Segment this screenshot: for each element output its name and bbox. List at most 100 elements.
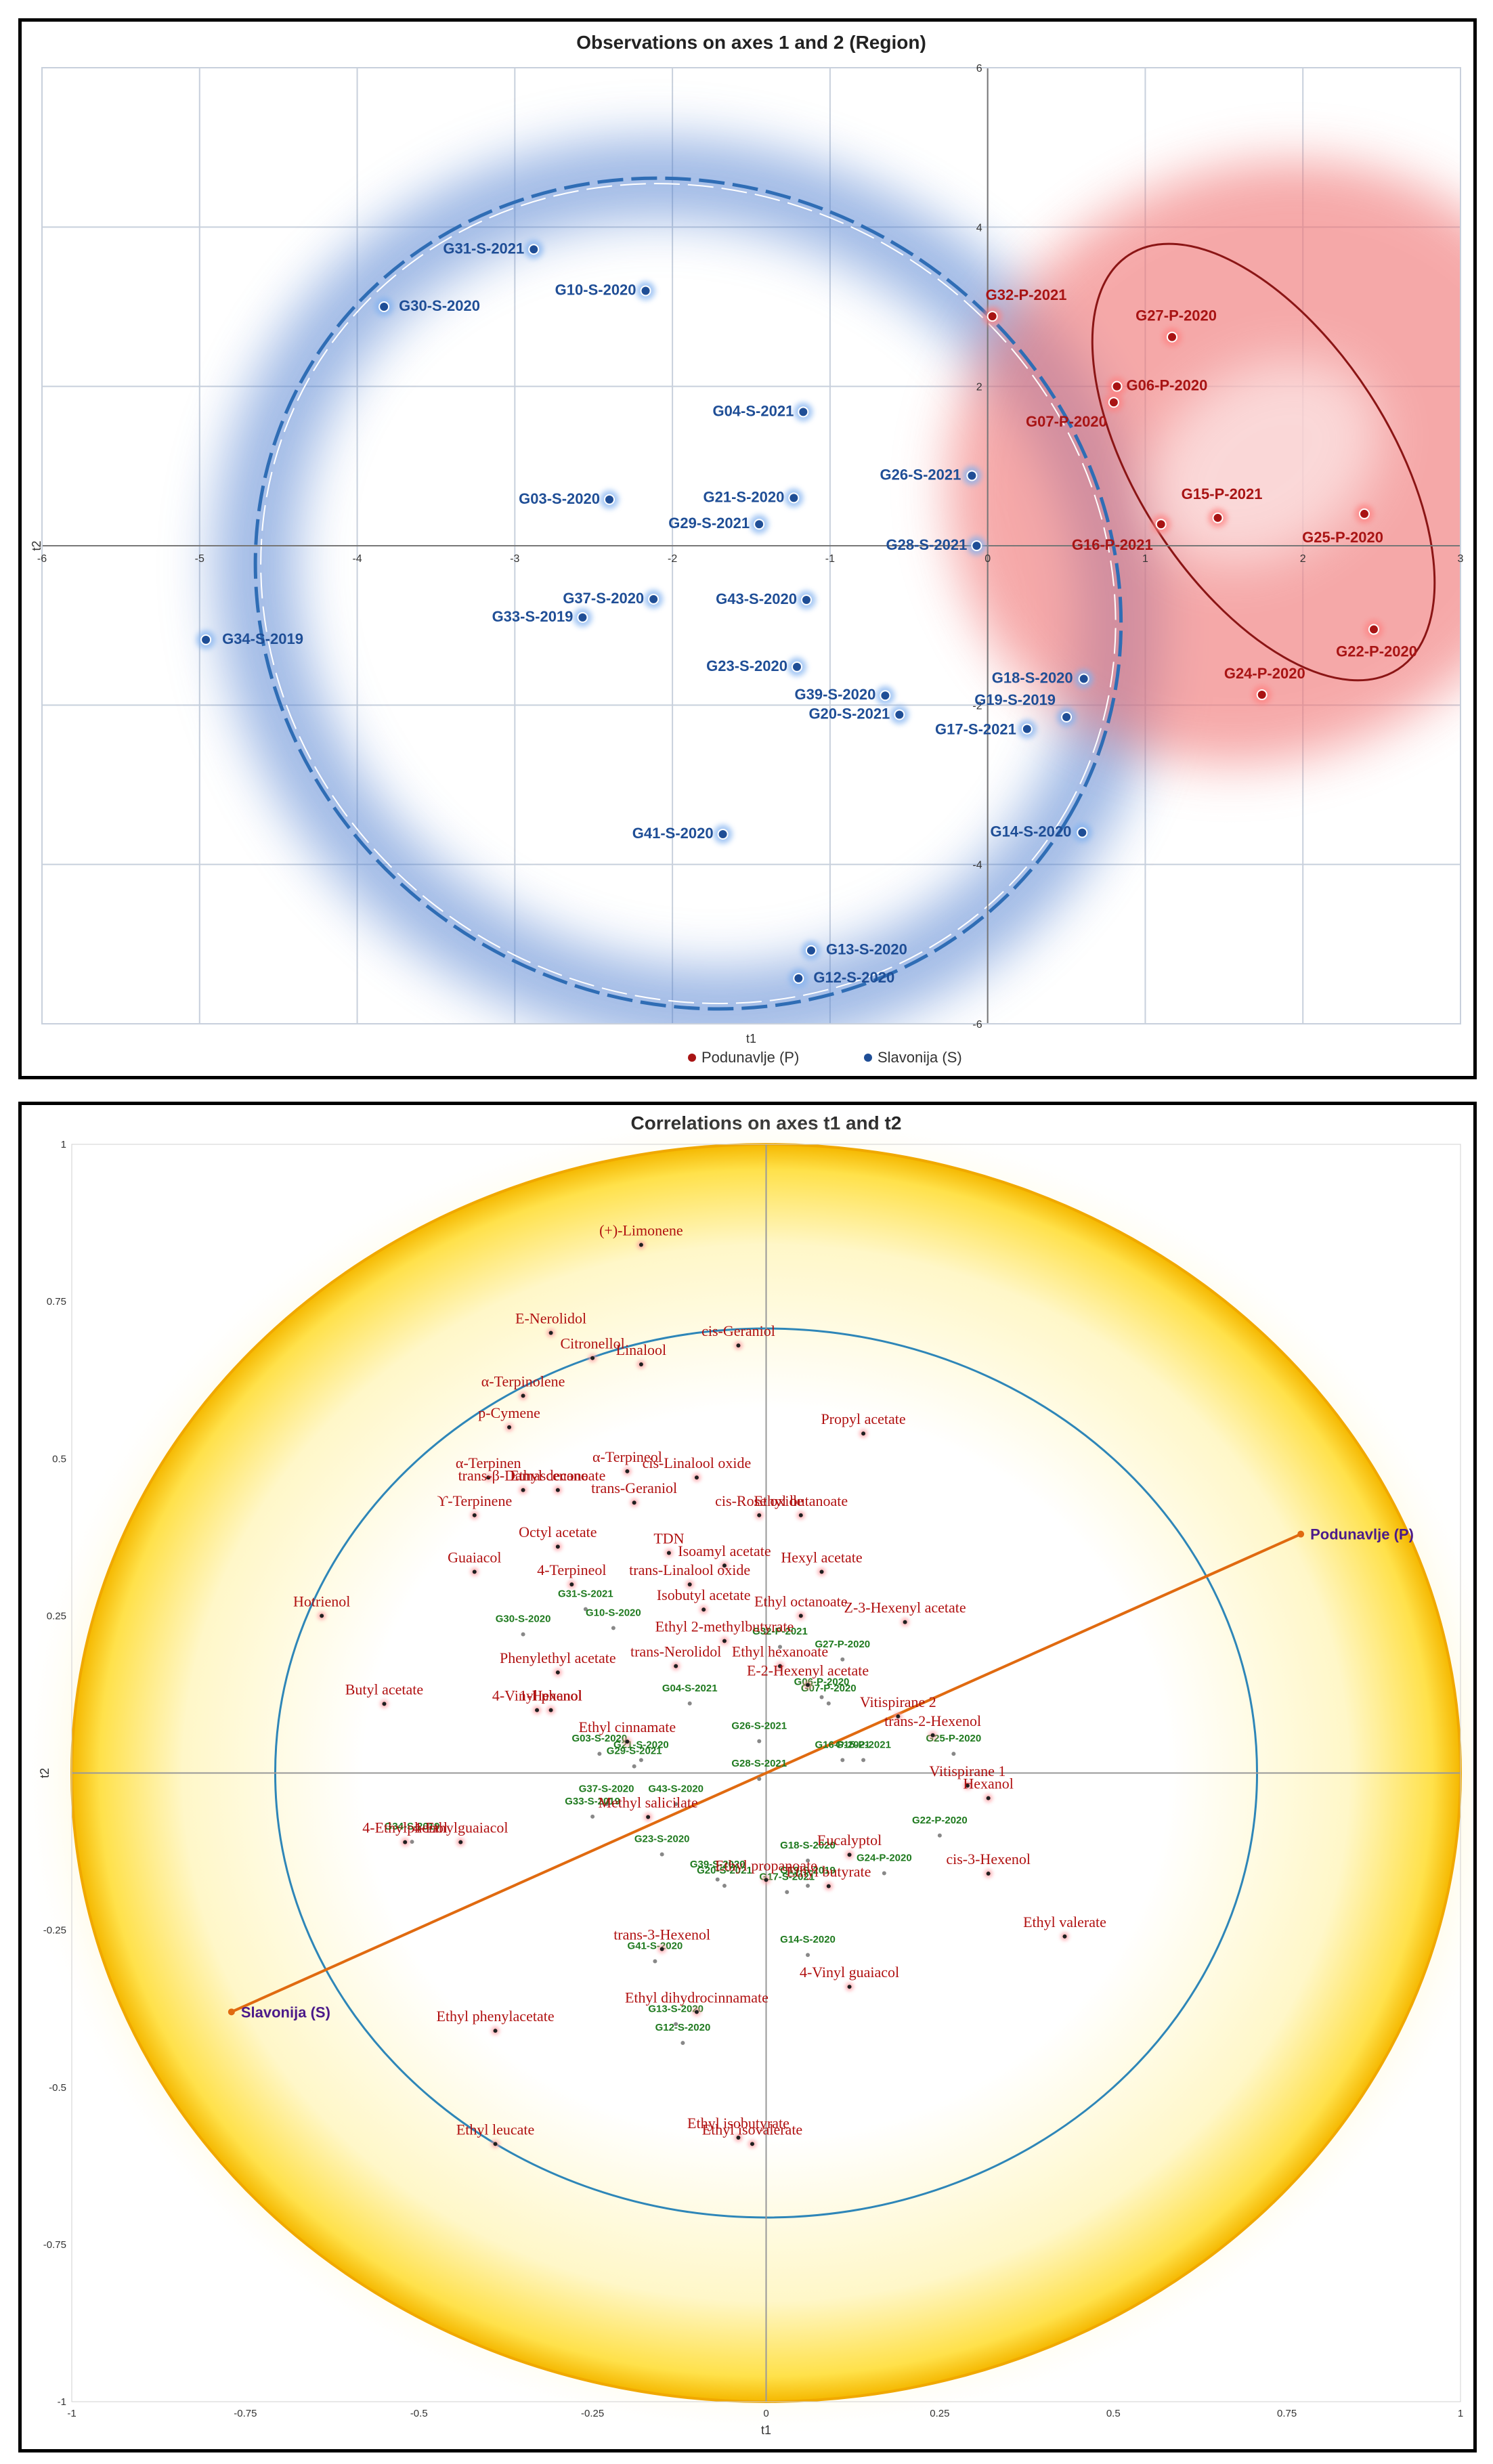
y-axis-label: t2 xyxy=(38,1768,51,1778)
variable-point xyxy=(819,1570,824,1574)
y-tick-label: -0.75 xyxy=(43,2239,66,2251)
point-label: G04-S-2021 xyxy=(712,402,794,419)
variable-label: Octyl acetate xyxy=(519,1523,597,1540)
y-tick-label: -6 xyxy=(972,1019,982,1031)
supplementary-label: G41-S-2020 xyxy=(628,1940,683,1951)
variable-point xyxy=(736,1343,741,1348)
data-point xyxy=(987,311,998,322)
point-label: G30-S-2020 xyxy=(399,297,480,314)
supplementary-point xyxy=(840,1758,845,1763)
supplementary-label: G43-S-2020 xyxy=(648,1783,704,1794)
supplementary-label: G26-S-2021 xyxy=(731,1721,787,1732)
variable-label: α-Terpinolene xyxy=(481,1373,565,1389)
supplementary-label: G16-P-2021 xyxy=(815,1739,870,1750)
supplementary-point xyxy=(410,1840,414,1844)
supplementary-label: G15-P-2021 xyxy=(836,1739,891,1750)
point-label: G12-S-2020 xyxy=(813,969,894,986)
y-tick-label: 1 xyxy=(61,1139,66,1150)
variable-point xyxy=(847,1853,852,1857)
variable-point xyxy=(798,1614,803,1618)
variable-label: Hexanol xyxy=(963,1775,1014,1792)
supplementary-point xyxy=(680,2041,685,2046)
point-label: G32-P-2021 xyxy=(986,286,1067,303)
variable-point xyxy=(486,1475,491,1480)
supplementary-point xyxy=(778,1645,783,1649)
supplementary-point xyxy=(806,1858,810,1863)
supplementary-point xyxy=(604,1802,609,1807)
variable-point xyxy=(521,1393,525,1398)
variable-point xyxy=(639,1242,643,1247)
y-tick-label: -0.5 xyxy=(49,2082,66,2094)
point-label: G27-P-2020 xyxy=(1135,307,1217,324)
point-label: G22-P-2020 xyxy=(1336,643,1417,660)
x-tick-label: -1 xyxy=(67,2408,76,2419)
variable-label: cis-Linalool oxide xyxy=(643,1454,752,1471)
supplementary-point xyxy=(611,1626,615,1630)
y-tick-label: -2 xyxy=(972,700,982,712)
point-label: G14-S-2020 xyxy=(990,823,1071,840)
point-label: G23-S-2020 xyxy=(706,657,787,674)
variable-label: Eucalyptol xyxy=(817,1832,882,1849)
supplementary-point xyxy=(806,1884,810,1888)
x-tick-label: -1 xyxy=(825,553,835,565)
variable-label: Ethyl cinnamate xyxy=(579,1719,676,1735)
y-tick-label: -0.25 xyxy=(43,1925,66,1937)
supplementary-label: G18-S-2020 xyxy=(780,1840,836,1851)
variable-label: Isoamyl acetate xyxy=(678,1542,771,1559)
variable-label: Ethyl propanoate xyxy=(715,1857,817,1874)
supplementary-point xyxy=(861,1758,866,1763)
legend-label-podunavlje: Podunavlje (P) xyxy=(701,1049,799,1066)
plot-border xyxy=(41,67,1461,1024)
data-point xyxy=(1359,508,1370,519)
variable-point xyxy=(778,1664,783,1668)
supplementary-point xyxy=(653,1959,657,1964)
correlations-chart: Correlations on axes t1 and t2-1-0.75-0.… xyxy=(22,1106,1473,2440)
variable-point xyxy=(861,1431,866,1436)
variable-point xyxy=(555,1544,560,1549)
data-point xyxy=(1167,331,1178,343)
point-label: G31-S-2021 xyxy=(443,240,524,257)
variable-label: trans-Nerolidol xyxy=(630,1643,721,1660)
y-tick-label: 0.25 xyxy=(47,1610,66,1622)
slavonija-confidence-ellipse xyxy=(253,176,1123,1011)
variable-label: Methyl salicilate xyxy=(599,1794,698,1811)
supplementary-label: G30-S-2020 xyxy=(496,1614,551,1625)
point-label: G20-S-2021 xyxy=(808,705,890,722)
variable-label: p-Cymene xyxy=(478,1404,540,1421)
point-label: G33-S-2019 xyxy=(492,608,574,625)
variable-label: Citronellol xyxy=(560,1335,624,1352)
variable-point xyxy=(646,1815,651,1819)
x-tick-label: 2 xyxy=(1300,553,1306,565)
y-tick-label: -4 xyxy=(972,860,982,871)
variable-point xyxy=(625,1469,630,1473)
x-tick-label: -4 xyxy=(352,553,362,565)
supplementary-label: G13-S-2020 xyxy=(648,2003,704,2014)
data-point xyxy=(648,593,659,605)
category-point xyxy=(1297,1530,1305,1538)
supplementary-point xyxy=(632,1764,636,1769)
supplementary-label: G34-S-2019 xyxy=(385,1821,440,1832)
variable-label: Phenylethyl acetate xyxy=(500,1649,616,1666)
supplementary-label: G33-S-2019 xyxy=(565,1796,620,1807)
variable-point xyxy=(750,2142,754,2146)
variable-label: Hexyl acetate xyxy=(781,1549,862,1565)
variable-label: cis-3-Hexenol xyxy=(946,1851,1031,1867)
supplementary-label: G10-S-2020 xyxy=(586,1607,641,1618)
point-label: G15-P-2021 xyxy=(1182,485,1263,502)
supplementary-label: G39-S-2020 xyxy=(690,1859,745,1870)
variable-label: TDN xyxy=(653,1530,684,1547)
x-tick-label: -2 xyxy=(668,553,677,565)
supplementary-label: G04-S-2021 xyxy=(662,1683,718,1694)
data-point xyxy=(1021,723,1033,735)
supplementary-point xyxy=(826,1701,831,1706)
variable-label: α-Terpinen xyxy=(456,1454,521,1471)
x-tick-label: 0.5 xyxy=(1106,2408,1121,2419)
variable-point xyxy=(632,1500,636,1505)
variable-point xyxy=(965,1784,970,1788)
supplementary-label: G17-S-2021 xyxy=(759,1871,815,1882)
variable-label: Ethyl phenylacetate xyxy=(437,2008,555,2025)
variable-point xyxy=(986,1872,991,1876)
x-tick-label: 0 xyxy=(763,2408,769,2419)
category-label: Podunavlje (P) xyxy=(1310,1526,1414,1543)
supplementary-point xyxy=(882,1871,886,1876)
